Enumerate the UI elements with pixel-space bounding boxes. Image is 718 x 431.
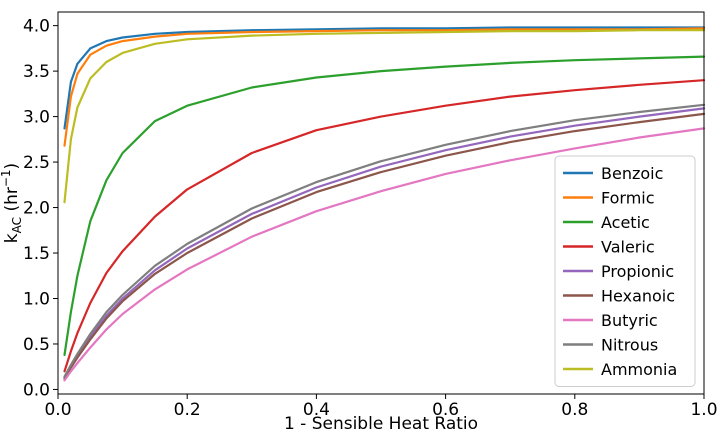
y-tick-label: 1.5 xyxy=(23,244,50,264)
legend-label-formic: Formic xyxy=(601,189,655,208)
x-tick-label: 0.4 xyxy=(303,400,330,420)
series-line-formic xyxy=(63,27,706,147)
y-axis: 0.0 0.5 1.0 1.5 2.0 2.5 3.0 3.5 4.0 xyxy=(23,17,58,400)
series-line-valeric xyxy=(63,79,706,373)
y-tick-label: 2.5 xyxy=(23,153,50,173)
plot-frame xyxy=(57,11,705,395)
legend-label-ammonia: Ammonia xyxy=(601,360,677,379)
series-line-hexanoic xyxy=(63,112,706,380)
y-axis-label: kAC (hr−1) xyxy=(0,163,24,243)
y-tick-label: 3.0 xyxy=(23,108,50,128)
series-line-propionic xyxy=(63,107,706,379)
x-tick-label: 1.0 xyxy=(690,400,717,420)
legend-label-acetic: Acetic xyxy=(601,213,650,232)
legend-box xyxy=(554,155,696,387)
legend: Benzoic Formic Acetic Valeric Propionic Hexan… xyxy=(554,155,696,387)
legend-label-butyric: Butyric xyxy=(601,311,658,330)
x-tick-label: 0.6 xyxy=(432,400,459,420)
legend-label-propionic: Propionic xyxy=(601,262,674,281)
series-line-acetic xyxy=(63,55,706,356)
y-tick-label: 1.0 xyxy=(23,290,50,310)
x-tick-label: 0.2 xyxy=(174,400,201,420)
legend-label-nitrous: Nitrous xyxy=(601,336,658,355)
x-tick-label: 0.8 xyxy=(561,400,588,420)
y-tick-label: 0.5 xyxy=(23,335,50,355)
y-tick-label: 3.5 xyxy=(23,62,50,82)
x-axis: 0.0 0.2 0.4 0.6 0.8 1.0 xyxy=(44,394,718,420)
series-line-butyric xyxy=(63,127,706,382)
series-line-ammonia xyxy=(63,29,706,204)
y-tick-label: 4.0 xyxy=(23,17,50,37)
legend-label-valeric: Valeric xyxy=(601,238,655,257)
legend-label-benzoic: Benzoic xyxy=(601,164,663,183)
series-line-benzoic xyxy=(63,26,706,130)
y-tick-label: 0.0 xyxy=(23,380,50,400)
x-axis-label: 1 - Sensible Heat Ratio xyxy=(284,414,478,431)
x-tick-label: 0.0 xyxy=(44,400,71,420)
series-lines xyxy=(63,26,706,382)
series-line-nitrous xyxy=(63,103,706,378)
legend-label-hexanoic: Hexanoic xyxy=(601,287,675,306)
y-tick-label: 2.0 xyxy=(23,199,50,219)
